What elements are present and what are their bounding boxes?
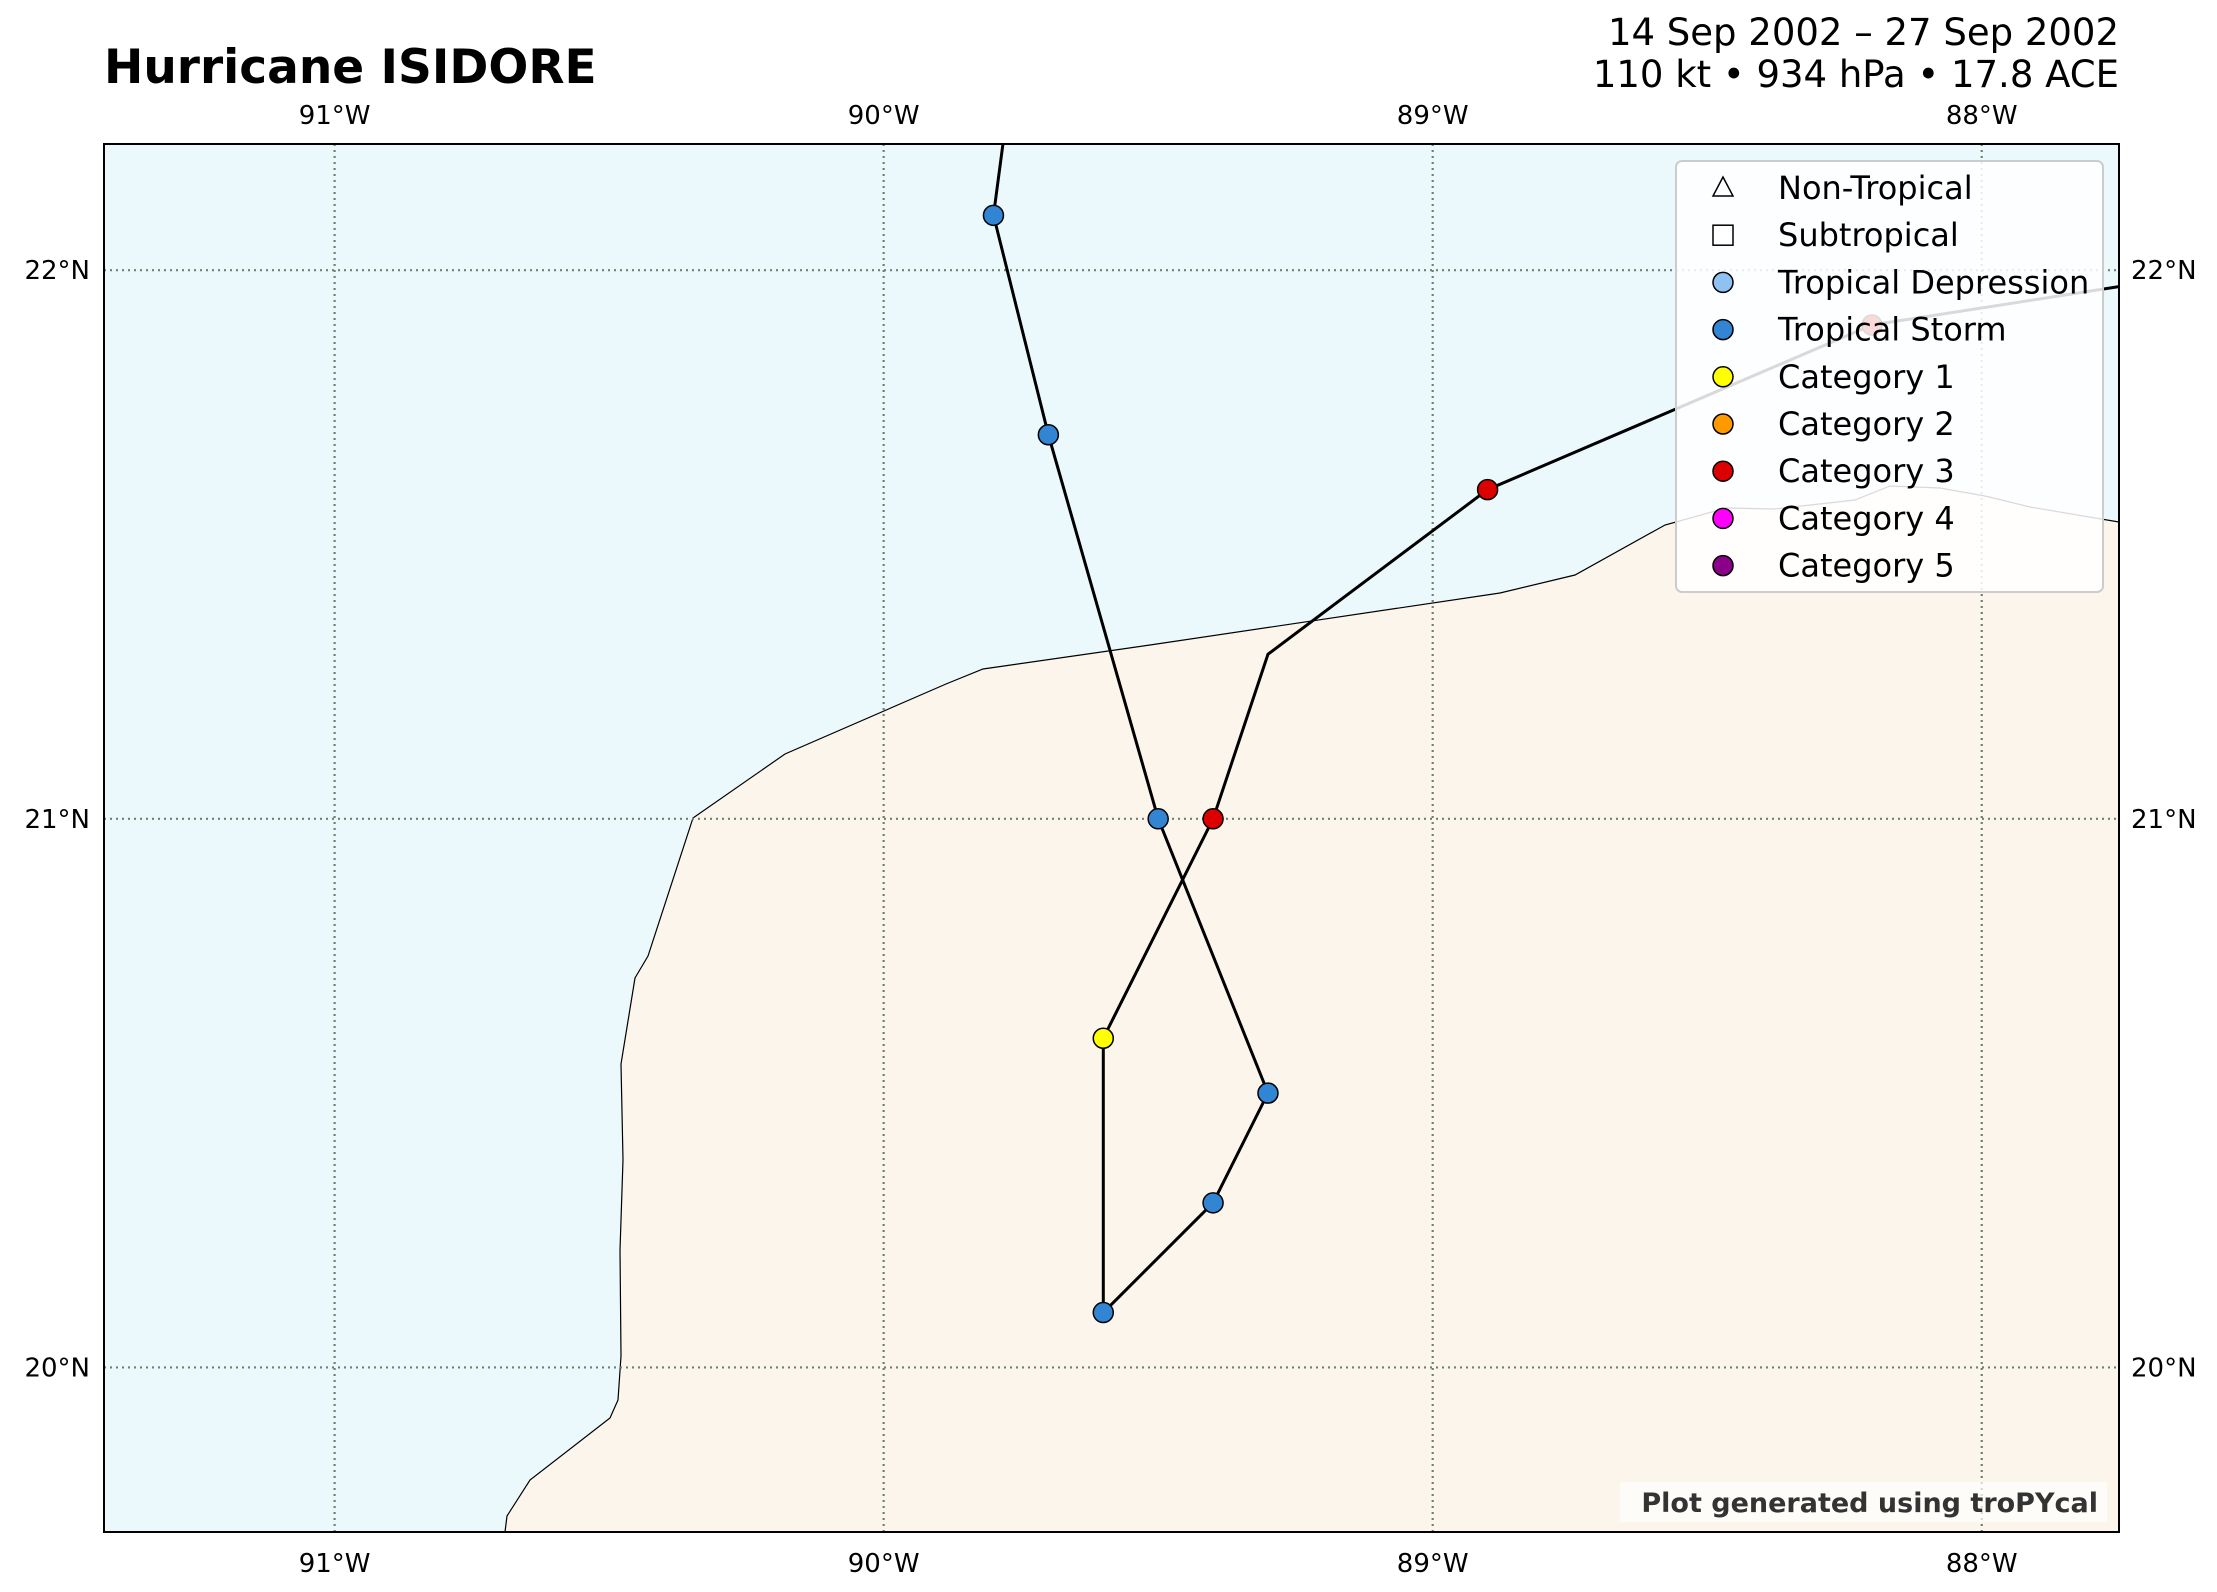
credit-box [1620, 1482, 2107, 1522]
storm-track-points [982, 204, 1883, 1324]
track-point [1092, 1027, 1115, 1049]
circle-icon [1712, 271, 1734, 294]
track-point [982, 204, 1005, 227]
legend-label: Tropical Storm [1777, 311, 2007, 349]
legend-label: Category 5 [1778, 547, 1955, 585]
storm-summary: 14 Sep 2002 – 27 Sep 2002 110 kt • 934 h… [1593, 12, 2119, 96]
map-title: Hurricane ISIDORE [104, 40, 597, 95]
legend-label: Tropical Depression [1777, 263, 2089, 301]
storm-stats: 110 kt • 934 hPa • 17.8 ACE [1592, 53, 2119, 96]
lon-tick-label-top: 91°W [299, 101, 371, 131]
date-range: 14 Sep 2002 – 27 Sep 2002 [1607, 11, 2119, 54]
legend-label: Category 2 [1778, 405, 1955, 443]
track-point [1147, 808, 1169, 830]
lat-tick-label-right: 20°N [2131, 1353, 2197, 1383]
plot-frame [103, 143, 2120, 1533]
lat-tick-label-right: 22°N [2131, 256, 2197, 286]
legend-label: Category 4 [1778, 499, 1955, 537]
circle-icon [1712, 413, 1734, 435]
square-icon [1712, 224, 1734, 246]
track-point [1202, 1192, 1224, 1214]
lon-tick-label-top: 90°W [848, 101, 920, 131]
track-point [1037, 424, 1060, 446]
track-point [1257, 1082, 1279, 1104]
lat-tick-label-left: 21°N [24, 805, 90, 835]
legend-label: Category 3 [1778, 452, 1955, 490]
lon-tick-label-bottom: 89°W [1397, 1549, 1469, 1579]
lon-tick-label-top: 89°W [1397, 101, 1469, 131]
legend-label: Category 1 [1778, 358, 1955, 396]
legend-label: Subtropical [1778, 216, 1959, 254]
lon-tick-label-top: 88°W [1946, 101, 2018, 131]
legend-box [1675, 160, 2104, 593]
circle-icon [1712, 507, 1734, 530]
track-point [1476, 478, 1499, 501]
circle-icon [1712, 366, 1734, 388]
lon-tick-label-bottom: 88°W [1946, 1549, 2018, 1579]
lat-tick-label-left: 20°N [24, 1353, 90, 1383]
legend: Non-Tropical Subtropical Tropical Depressi… [1675, 160, 2104, 593]
lon-tick-label-bottom: 90°W [848, 1549, 920, 1579]
lat-tick-label-left: 22°N [24, 256, 90, 286]
axis-ticks: 91°W 91°W 90°W 90°W 89°W 89°W 88°W 88°W 20°N 20°N… [24, 101, 2196, 1579]
circle-icon [1712, 318, 1734, 341]
legend-label: Non-Tropical [1778, 169, 1973, 207]
credit-text: Plot generated using troPYcal [1641, 1488, 2098, 1519]
circle-icon [1712, 554, 1734, 577]
track-point [1202, 808, 1224, 830]
lon-tick-label-bottom: 91°W [299, 1549, 371, 1579]
lat-tick-label-right: 21°N [2131, 805, 2197, 835]
triangle-icon [1711, 175, 1735, 197]
track-point [1092, 1301, 1115, 1324]
circle-icon [1712, 460, 1734, 482]
